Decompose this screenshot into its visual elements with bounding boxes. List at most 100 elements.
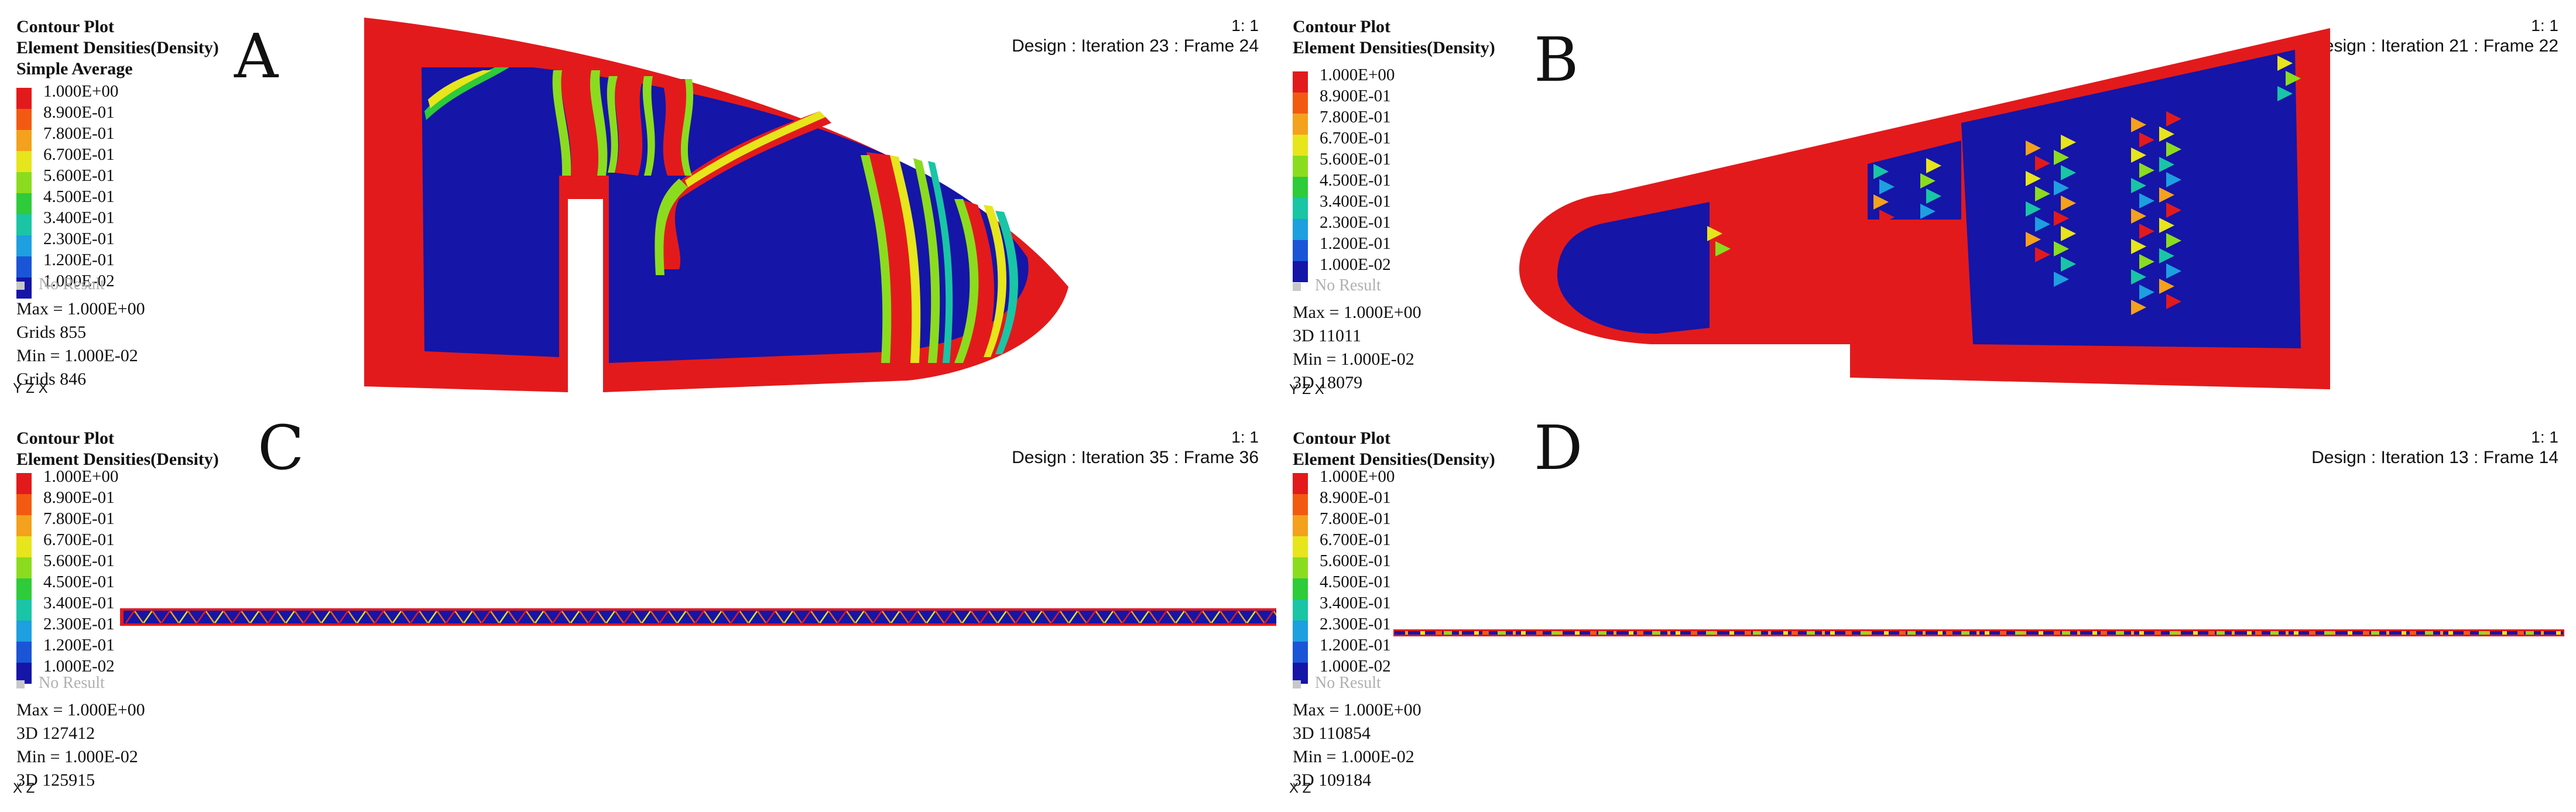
truss-member: [427, 611, 437, 623]
density-element: [2035, 156, 2050, 171]
density-element: [1474, 631, 1479, 635]
truss-member: [525, 611, 536, 623]
legend-swatch: [1293, 494, 1308, 515]
truss-member: [268, 611, 278, 623]
truss-member: [1042, 611, 1051, 623]
axis-triad: Y Z X: [1289, 382, 1324, 398]
density-element: [2479, 631, 2487, 635]
legend-value: 8.900E-01: [43, 488, 115, 507]
density-element: [1985, 631, 1989, 635]
density-element: [2324, 631, 2332, 635]
legend-value: 8.900E-01: [43, 103, 115, 122]
truss-member: [1122, 611, 1132, 623]
view-ratio: 1: 1: [1231, 16, 1259, 35]
truss-member: [294, 611, 304, 623]
legend-value: 1.200E-01: [43, 251, 115, 269]
truss-member: [837, 611, 847, 623]
legend-color-scale: [1293, 71, 1308, 282]
min-max-stats: Max = 1.000E+00 3D 11011 Min = 1.000E-02…: [1293, 301, 1421, 395]
density-element: [2159, 218, 2174, 233]
truss-member: [1157, 611, 1167, 623]
legend-swatch: [1293, 578, 1308, 599]
truss-member: [454, 611, 464, 623]
density-element: [2061, 196, 2076, 211]
density-element: [2116, 631, 2124, 635]
density-element: [2131, 148, 2146, 163]
truss-member: [516, 611, 526, 623]
truss-member: [605, 611, 615, 623]
legend-value: 1.000E+00: [43, 82, 119, 101]
truss-member: [1068, 611, 1078, 623]
density-element: [2502, 631, 2507, 635]
truss-member: [214, 611, 224, 623]
design-iteration: Design : Iteration 13 : Frame 14: [2311, 448, 2558, 467]
density-element: [1791, 631, 1798, 635]
legend-value: 3.400E-01: [1320, 192, 1391, 211]
density-element: [2526, 631, 2534, 635]
truss-member: [970, 611, 981, 623]
density-element: [2015, 631, 2023, 635]
legend-swatch: [1293, 135, 1308, 156]
design-iteration: Design : Iteration 23 : Frame 24: [1012, 36, 1259, 56]
legend-no-result: No Result: [1293, 276, 1381, 295]
legend-value: 7.800E-01: [1320, 509, 1391, 528]
truss-member: [241, 611, 251, 623]
density-contour-model-d: [1393, 629, 2564, 636]
truss-member: [472, 611, 482, 623]
density-element: [2000, 631, 2006, 635]
density-element: [1768, 631, 1771, 635]
legend-value: 2.300E-01: [43, 229, 115, 248]
legend-color-scale: [16, 473, 32, 684]
density-element: [1614, 631, 1616, 635]
density-element: [1590, 631, 1597, 635]
panel-letter: D: [1534, 412, 1583, 484]
truss-member: [694, 611, 704, 623]
density-element: [1498, 631, 1506, 635]
legend-no-result: No Result: [1293, 674, 1381, 693]
view-ratio: 1: 1: [1231, 428, 1259, 446]
truss-member: [1273, 611, 1276, 616]
density-element: [2517, 631, 2524, 635]
truss-member: [1059, 611, 1070, 623]
min-location: Grids 846: [16, 369, 87, 389]
density-element: [2131, 239, 2146, 254]
truss-member: [446, 611, 455, 623]
min-location: 3D 18079: [1293, 373, 1363, 392]
truss-member: [881, 611, 892, 623]
truss-member: [1220, 611, 1229, 623]
truss-member: [890, 611, 900, 623]
legend-value: 1.000E-02: [43, 272, 115, 290]
legend-color-scale: [16, 88, 32, 299]
density-element: [2062, 631, 2070, 635]
truss-member: [819, 611, 829, 623]
truss-member: [321, 611, 331, 623]
min-value: Min = 1.000E-02: [1293, 747, 1414, 766]
density-element: [2425, 631, 2433, 635]
density-element: [2556, 631, 2561, 635]
legend-value: 8.900E-01: [1320, 87, 1391, 105]
density-element: [1830, 631, 1835, 635]
density-element: [2386, 631, 2389, 635]
truss-member: [490, 611, 500, 623]
legend-value: 1.200E-01: [1320, 636, 1391, 655]
density-element: [2159, 187, 2174, 203]
density-element: [2541, 631, 2544, 635]
density-element: [2159, 248, 2174, 263]
density-element: [1873, 164, 1889, 179]
truss-member: [846, 611, 856, 623]
legend-value: 7.800E-01: [43, 509, 115, 528]
truss-member: [1113, 611, 1123, 623]
max-value: Max = 1.000E+00: [1293, 700, 1421, 720]
density-element: [2270, 631, 2279, 635]
density-element: [2277, 86, 2293, 101]
legend-swatch: [1293, 261, 1308, 282]
density-element: [1961, 631, 1969, 635]
truss-member: [864, 611, 873, 623]
legend-value: 3.400E-01: [1320, 594, 1391, 612]
legend-swatch: [1293, 642, 1308, 663]
density-element: [1436, 631, 1442, 635]
truss-member: [258, 611, 269, 623]
truss-member: [401, 611, 411, 623]
legend-value: 7.800E-01: [43, 124, 115, 143]
panel-letter: B: [1534, 24, 1579, 95]
